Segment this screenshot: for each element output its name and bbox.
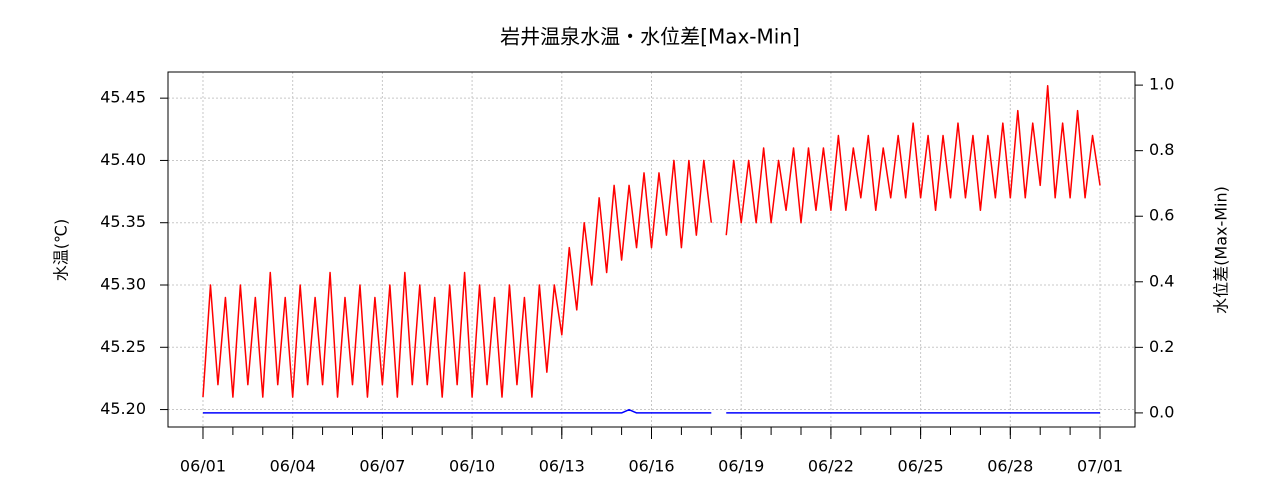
y-tick-label: 45.30 — [100, 275, 146, 294]
y2-axis-label: 水位差(Max-Min) — [1212, 186, 1231, 314]
y2-tick-label: 0.4 — [1149, 271, 1174, 290]
data-line — [202, 84, 1101, 398]
x-tick-label: 06/28 — [987, 457, 1033, 476]
x-tick-label: 06/25 — [898, 457, 944, 476]
x-tick-label: 06/01 — [180, 457, 226, 476]
y-tick-label: 45.35 — [100, 212, 146, 231]
y-tick-label: 45.45 — [100, 88, 146, 107]
y-tick-label: 45.20 — [100, 399, 146, 418]
x-tick-label: 06/10 — [449, 457, 495, 476]
y2-tick-label: 0.2 — [1149, 337, 1174, 356]
y2-tick-label: 0.0 — [1149, 402, 1174, 421]
y2-tick-label: 0.6 — [1149, 206, 1174, 225]
x-tick-label: 07/01 — [1077, 457, 1123, 476]
x-tick-label: 06/19 — [718, 457, 764, 476]
chart-title: 岩井温泉水温・水位差[Max-Min] — [500, 25, 800, 49]
x-tick-label: 06/16 — [628, 457, 674, 476]
x-tick-label: 06/22 — [808, 457, 854, 476]
y-tick-label: 45.25 — [100, 337, 146, 356]
data-line — [202, 408, 1101, 414]
y2-tick-label: 1.0 — [1149, 75, 1174, 94]
y-axis-label: 水温(℃) — [52, 219, 71, 281]
x-tick-label: 06/04 — [270, 457, 316, 476]
y2-tick-label: 0.8 — [1149, 140, 1174, 159]
y-tick-label: 45.40 — [100, 150, 146, 169]
x-tick-label: 06/13 — [539, 457, 585, 476]
x-tick-label: 06/07 — [359, 457, 405, 476]
